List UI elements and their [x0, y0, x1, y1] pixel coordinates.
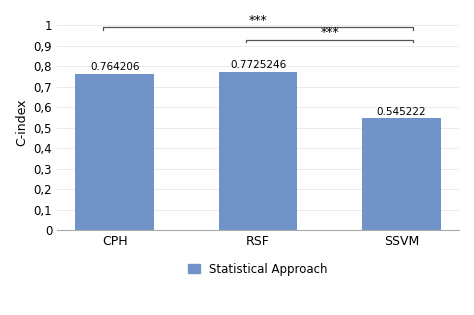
Text: 0.7725246: 0.7725246	[230, 60, 286, 71]
Y-axis label: C-index: C-index	[15, 99, 28, 146]
Legend: Statistical Approach: Statistical Approach	[183, 258, 333, 280]
Text: ***: ***	[320, 26, 339, 39]
Text: 0.545222: 0.545222	[376, 107, 426, 117]
Text: ***: ***	[249, 14, 267, 27]
Bar	[75, 74, 154, 230]
Text: 0.764206: 0.764206	[90, 62, 139, 72]
Bar	[362, 118, 441, 230]
Bar	[219, 72, 297, 230]
